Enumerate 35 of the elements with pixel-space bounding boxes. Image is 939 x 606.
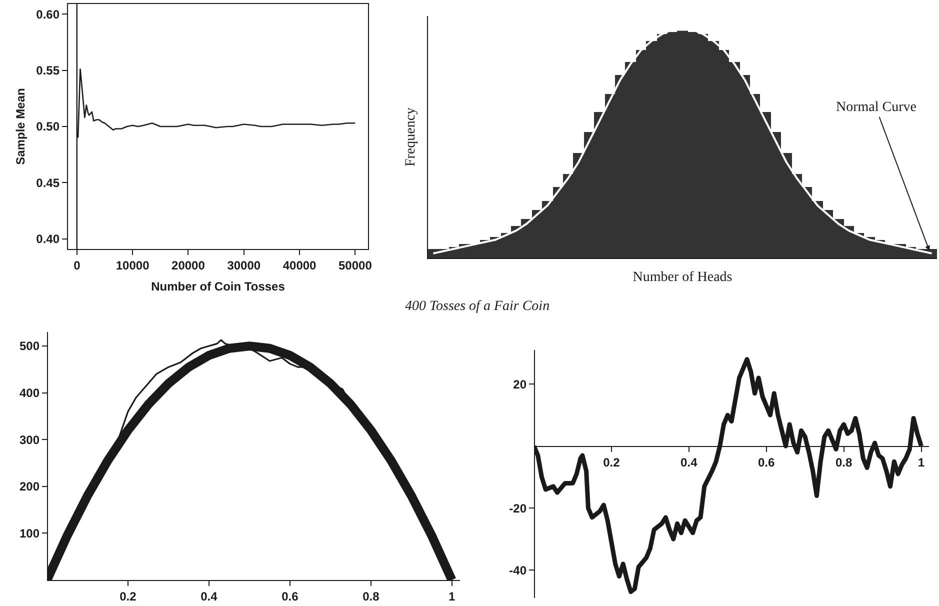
x-tick-label: 0.2: [120, 590, 137, 604]
x-tick-label: 1: [918, 456, 925, 470]
y-tick-label: 0.60: [36, 7, 60, 22]
x-tick-label: 0.4: [680, 456, 698, 470]
x-tick-label: 0.6: [758, 456, 776, 470]
y-tick-label: 500: [19, 339, 40, 354]
y-tick-label: -20: [509, 501, 527, 516]
y-tick-label: 0.45: [36, 176, 60, 190]
x-tick-label: 20000: [172, 258, 206, 272]
x-tick-label: 30000: [227, 258, 261, 272]
x-tick-label: 1: [448, 590, 456, 604]
x-tick-label: 0.2: [603, 456, 620, 470]
y-tick-label: 0.50: [36, 120, 60, 134]
text: 400 Tosses of a Fair Coin: [405, 299, 550, 314]
x-tick-label: 0.8: [835, 456, 852, 470]
y-tick-label: -40: [509, 563, 527, 578]
y-tick-label: 0.55: [36, 64, 60, 78]
y-axis-title: Sample Mean: [13, 88, 28, 165]
x-tick-label: 0.4: [200, 590, 218, 604]
y-tick-label: 300: [19, 432, 40, 447]
x-tick-label: 0.6: [282, 590, 299, 604]
x-axis-title: Number of Heads: [632, 270, 732, 286]
y-tick-label: 20: [513, 377, 527, 392]
y-tick-label: 400: [19, 386, 40, 400]
x-tick-label: 0: [74, 258, 81, 272]
x-tick-label: 50000: [338, 258, 372, 272]
y-tick-label: 200: [19, 480, 40, 494]
x-tick-label: 0.8: [362, 590, 380, 604]
y-tick-label: 100: [19, 526, 40, 540]
x-tick-label: 40000: [282, 258, 317, 272]
annotation: Normal Curve: [836, 100, 916, 115]
x-tick-label: 10000: [116, 258, 150, 272]
y-tick-label: 0.40: [36, 232, 60, 246]
y-axis-title: Frequency: [404, 107, 418, 167]
x-axis-title: Number of Coin Tosses: [151, 279, 286, 294]
